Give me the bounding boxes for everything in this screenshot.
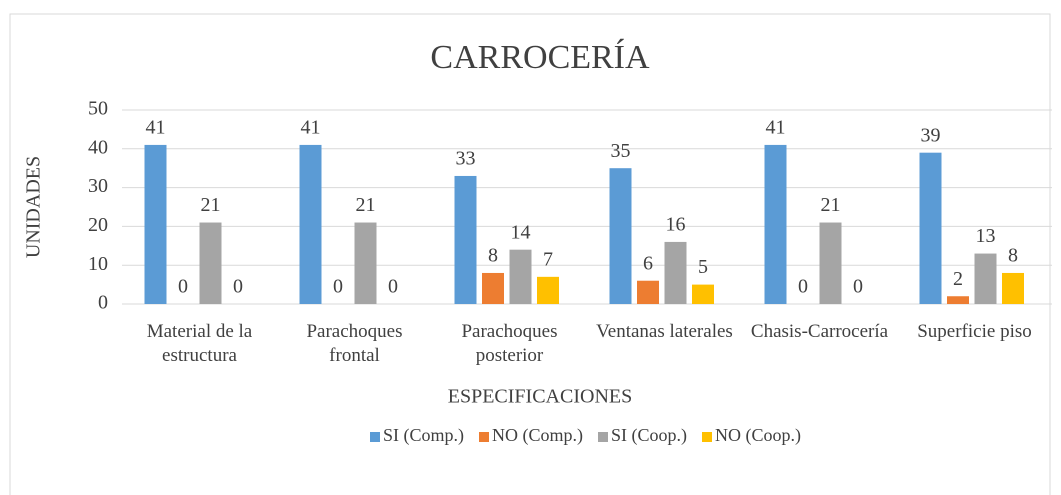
bar (454, 175, 477, 304)
data-label: 14 (511, 221, 531, 243)
data-label: 41 (146, 117, 166, 139)
data-label: 33 (456, 148, 476, 170)
bar (974, 253, 997, 304)
data-label: 8 (488, 245, 498, 267)
data-label: 7 (543, 248, 553, 270)
x-tick-label: Superficie piso (917, 321, 1032, 342)
data-label: 13 (976, 225, 996, 247)
data-label: 0 (798, 276, 808, 298)
bar (692, 284, 714, 304)
bar (919, 152, 942, 304)
legend-label: SI (Coop.) (611, 425, 687, 446)
data-label: 21 (356, 194, 376, 216)
data-label: 35 (611, 140, 631, 162)
legend-swatch (479, 432, 489, 442)
data-label: 0 (233, 276, 243, 298)
legend-swatch (370, 432, 380, 442)
data-label: 0 (333, 276, 343, 298)
x-axis-title: ESPECIFICACIONES (448, 386, 632, 408)
legend-label: SI (Comp.) (383, 425, 464, 446)
legend-label: NO (Comp.) (492, 425, 583, 446)
data-label: 0 (178, 276, 188, 298)
data-label: 21 (201, 194, 221, 216)
x-tick-label: Chasis-Carrocería (750, 321, 889, 342)
y-tick-label: 30 (88, 175, 108, 197)
bar (819, 222, 842, 304)
bar (1002, 272, 1024, 304)
bar (947, 296, 969, 304)
bar (482, 272, 504, 304)
bar (354, 222, 377, 304)
bar (509, 249, 532, 304)
data-label: 0 (388, 276, 398, 298)
legend-swatch (702, 432, 712, 442)
data-label: 21 (821, 194, 841, 216)
bar (144, 144, 167, 304)
x-tick-label: Material de la estructura (146, 321, 253, 366)
bar (664, 241, 687, 304)
legend-label: NO (Coop.) (715, 425, 801, 446)
chart-title: CARROCERÍA (430, 39, 650, 76)
data-label: 0 (853, 276, 863, 298)
x-tick-label: Ventanas laterales (596, 321, 733, 342)
y-tick-label: 40 (88, 136, 108, 158)
y-tick-label: 10 (88, 253, 108, 275)
bar (199, 222, 222, 304)
data-label: 16 (666, 214, 686, 236)
data-label: 2 (953, 268, 963, 290)
y-tick-label: 20 (88, 214, 108, 236)
bar (299, 144, 322, 304)
bar (764, 144, 787, 304)
bar (637, 280, 659, 304)
bar (609, 168, 632, 304)
legend-swatch (598, 432, 608, 442)
bar (537, 276, 559, 304)
data-label: 6 (643, 252, 653, 274)
x-tick-label: Parachoques frontal (306, 321, 403, 366)
data-label: 5 (698, 256, 708, 278)
data-label: 8 (1008, 245, 1018, 267)
data-label: 39 (921, 124, 941, 146)
y-tick-label: 50 (88, 98, 108, 120)
data-label: 41 (766, 117, 786, 139)
y-tick-label: 0 (98, 292, 108, 314)
x-tick-label: Parachoques posterior (461, 321, 558, 366)
y-axis-title: UNIDADES (23, 156, 45, 258)
data-label: 41 (301, 117, 321, 139)
